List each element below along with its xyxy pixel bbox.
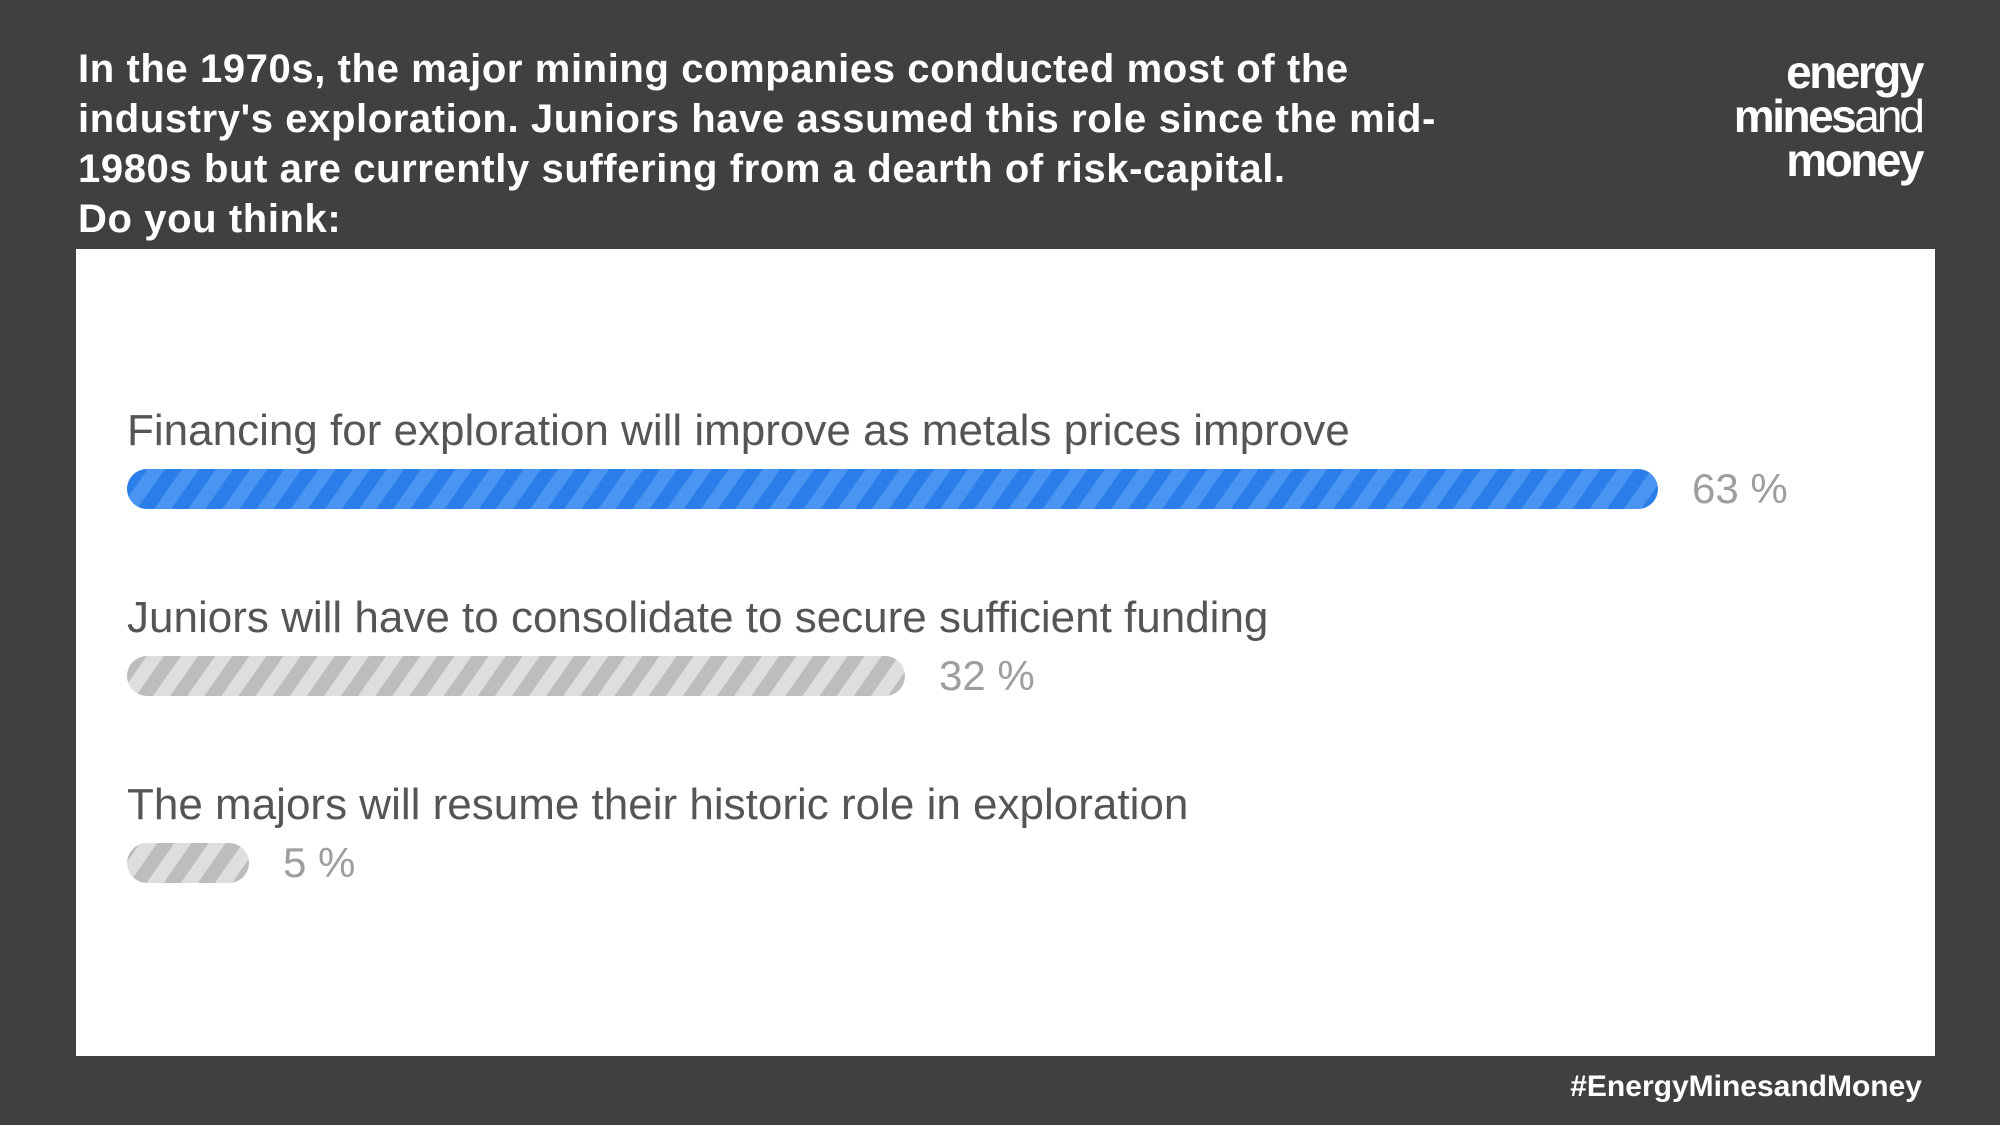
poll-results-panel: Financing for exploration will improve a…: [76, 249, 1935, 1056]
logo-word-energy: energy: [1786, 46, 1924, 98]
hashtag-footer: #EnergyMinesandMoney: [1570, 1070, 1922, 1103]
poll-result-bar: [127, 843, 249, 883]
question-line: Do you think:: [78, 197, 342, 241]
poll-option: The majors will resume their historic ro…: [127, 779, 1907, 886]
logo-line-mines-and: minesand: [1692, 93, 1925, 139]
poll-bar-row: 32 %: [127, 652, 1907, 699]
poll-bar-row: 63 %: [127, 465, 1907, 512]
question-line: industry's exploration. Juniors have ass…: [78, 97, 1436, 141]
poll-percent-label: 32 %: [939, 652, 1035, 699]
poll-result-bar: [127, 469, 1658, 509]
poll-option-label: Financing for exploration will improve a…: [127, 406, 1350, 455]
logo-word-money: money: [1786, 134, 1924, 186]
logo-word-mines: mines: [1733, 90, 1857, 142]
poll-percent-label: 5 %: [283, 839, 356, 886]
poll-percent-label: 63 %: [1692, 465, 1788, 512]
poll-option: Juniors will have to consolidate to secu…: [127, 592, 1907, 699]
poll-option: Financing for exploration will improve a…: [127, 405, 1907, 512]
poll-option-label: The majors will resume their historic ro…: [127, 780, 1189, 829]
poll-question: In the 1970s, the major mining companies…: [78, 44, 1678, 244]
question-line: 1980s but are currently suffering from a…: [78, 147, 1286, 191]
energy-mines-and-money-logo: energy minesand money: [1692, 46, 1925, 186]
logo-word-and: and: [1854, 90, 1925, 142]
question-line: In the 1970s, the major mining companies…: [78, 47, 1349, 91]
poll-option-label: Juniors will have to consolidate to secu…: [127, 593, 1269, 642]
poll-bar-row: 5 %: [127, 839, 1907, 886]
poll-result-bar: [127, 656, 905, 696]
